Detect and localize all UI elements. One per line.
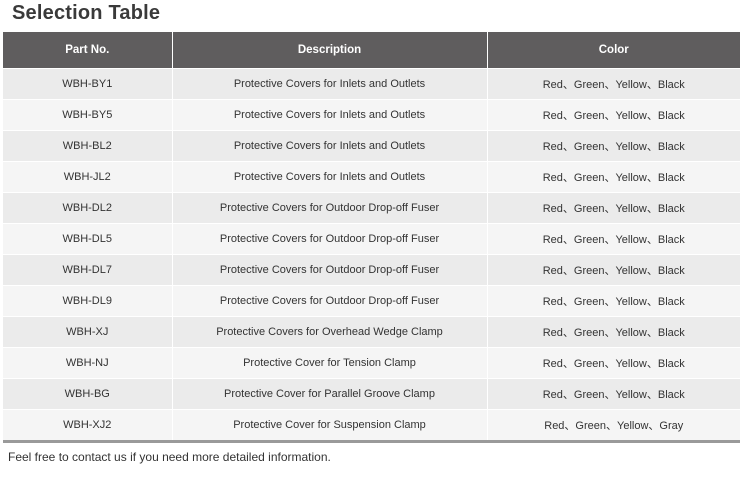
contact-note: Feel free to contact us if you need more… xyxy=(8,450,331,464)
cell-part-no: WBH-DL5 xyxy=(3,223,173,255)
table-header-row: Part No. Description Color xyxy=(3,32,740,69)
cell-description: Protective Covers for Outdoor Drop-off F… xyxy=(172,254,488,286)
cell-part-no: WBH-DL7 xyxy=(3,254,173,286)
cell-part-no: WBH-XJ xyxy=(3,316,173,348)
table-row: WBH-BY1 Protective Covers for Inlets and … xyxy=(3,68,740,100)
cell-description: Protective Covers for Outdoor Drop-off F… xyxy=(172,223,488,255)
table-row: WBH-XJ Protective Covers for Overhead Wed… xyxy=(3,316,740,348)
cell-part-no: WBH-BY1 xyxy=(3,68,173,100)
cell-description: Protective Covers for Outdoor Drop-off F… xyxy=(172,285,488,317)
header-part-no: Part No. xyxy=(3,32,173,69)
cell-color: Red、Green、Yellow、Black xyxy=(487,161,740,193)
cell-color: Red、Green、Yellow、Black xyxy=(487,130,740,162)
cell-part-no: WBH-DL2 xyxy=(3,192,173,224)
cell-part-no: WBH-XJ2 xyxy=(3,409,173,442)
cell-part-no: WBH-BL2 xyxy=(3,130,173,162)
cell-description: Protective Covers for Inlets and Outlets xyxy=(172,68,488,100)
cell-color: Red、Green、Yellow、Black xyxy=(487,223,740,255)
header-description: Description xyxy=(172,32,488,69)
cell-description: Protective Covers for Inlets and Outlets xyxy=(172,99,488,131)
cell-color: Red、Green、Yellow、Black xyxy=(487,347,740,379)
table-row: WBH-BG Protective Cover for Parallel Groo… xyxy=(3,378,740,410)
cell-color: Red、Green、Yellow、Black xyxy=(487,378,740,410)
cell-color: Red、Green、Yellow、Black xyxy=(487,316,740,348)
cell-description: Protective Cover for Suspension Clamp xyxy=(172,409,488,442)
cell-color: Red、Green、Yellow、Black xyxy=(487,68,740,100)
table-row: WBH-DL9 Protective Covers for Outdoor Dro… xyxy=(3,285,740,317)
cell-part-no: WBH-NJ xyxy=(3,347,173,379)
cell-part-no: WBH-BG xyxy=(3,378,173,410)
table-row: WBH-XJ2 Protective Cover for Suspension C… xyxy=(3,409,740,442)
cell-description: Protective Cover for Parallel Groove Cla… xyxy=(172,378,488,410)
cell-part-no: WBH-BY5 xyxy=(3,99,173,131)
cell-description: Protective Covers for Overhead Wedge Cla… xyxy=(172,316,488,348)
table-row: WBH-BY5 Protective Covers for Inlets and … xyxy=(3,99,740,131)
table-row: WBH-DL5 Protective Covers for Outdoor Dro… xyxy=(3,223,740,255)
cell-part-no: WBH-JL2 xyxy=(3,161,173,193)
cell-description: Protective Covers for Inlets and Outlets xyxy=(172,161,488,193)
cell-description: Protective Cover for Tension Clamp xyxy=(172,347,488,379)
cell-color: Red、Green、Yellow、Gray xyxy=(487,409,740,442)
table-row: WBH-NJ Protective Cover for Tension Clamp… xyxy=(3,347,740,379)
header-color: Color xyxy=(487,32,740,69)
selection-table: Part No. Description Color WBH-BY1 Protec… xyxy=(3,32,740,443)
cell-description: Protective Covers for Outdoor Drop-off F… xyxy=(172,192,488,224)
table-row: WBH-DL2 Protective Covers for Outdoor Dro… xyxy=(3,192,740,224)
cell-color: Red、Green、Yellow、Black xyxy=(487,254,740,286)
cell-color: Red、Green、Yellow、Black xyxy=(487,285,740,317)
cell-description: Protective Covers for Inlets and Outlets xyxy=(172,130,488,162)
cell-part-no: WBH-DL9 xyxy=(3,285,173,317)
page-title: Selection Table xyxy=(12,2,161,24)
cell-color: Red、Green、Yellow、Black xyxy=(487,99,740,131)
cell-color: Red、Green、Yellow、Black xyxy=(487,192,740,224)
table-row: WBH-BL2 Protective Covers for Inlets and … xyxy=(3,130,740,162)
table-row: WBH-DL7 Protective Covers for Outdoor Dro… xyxy=(3,254,740,286)
table-row: WBH-JL2 Protective Covers for Inlets and … xyxy=(3,161,740,193)
